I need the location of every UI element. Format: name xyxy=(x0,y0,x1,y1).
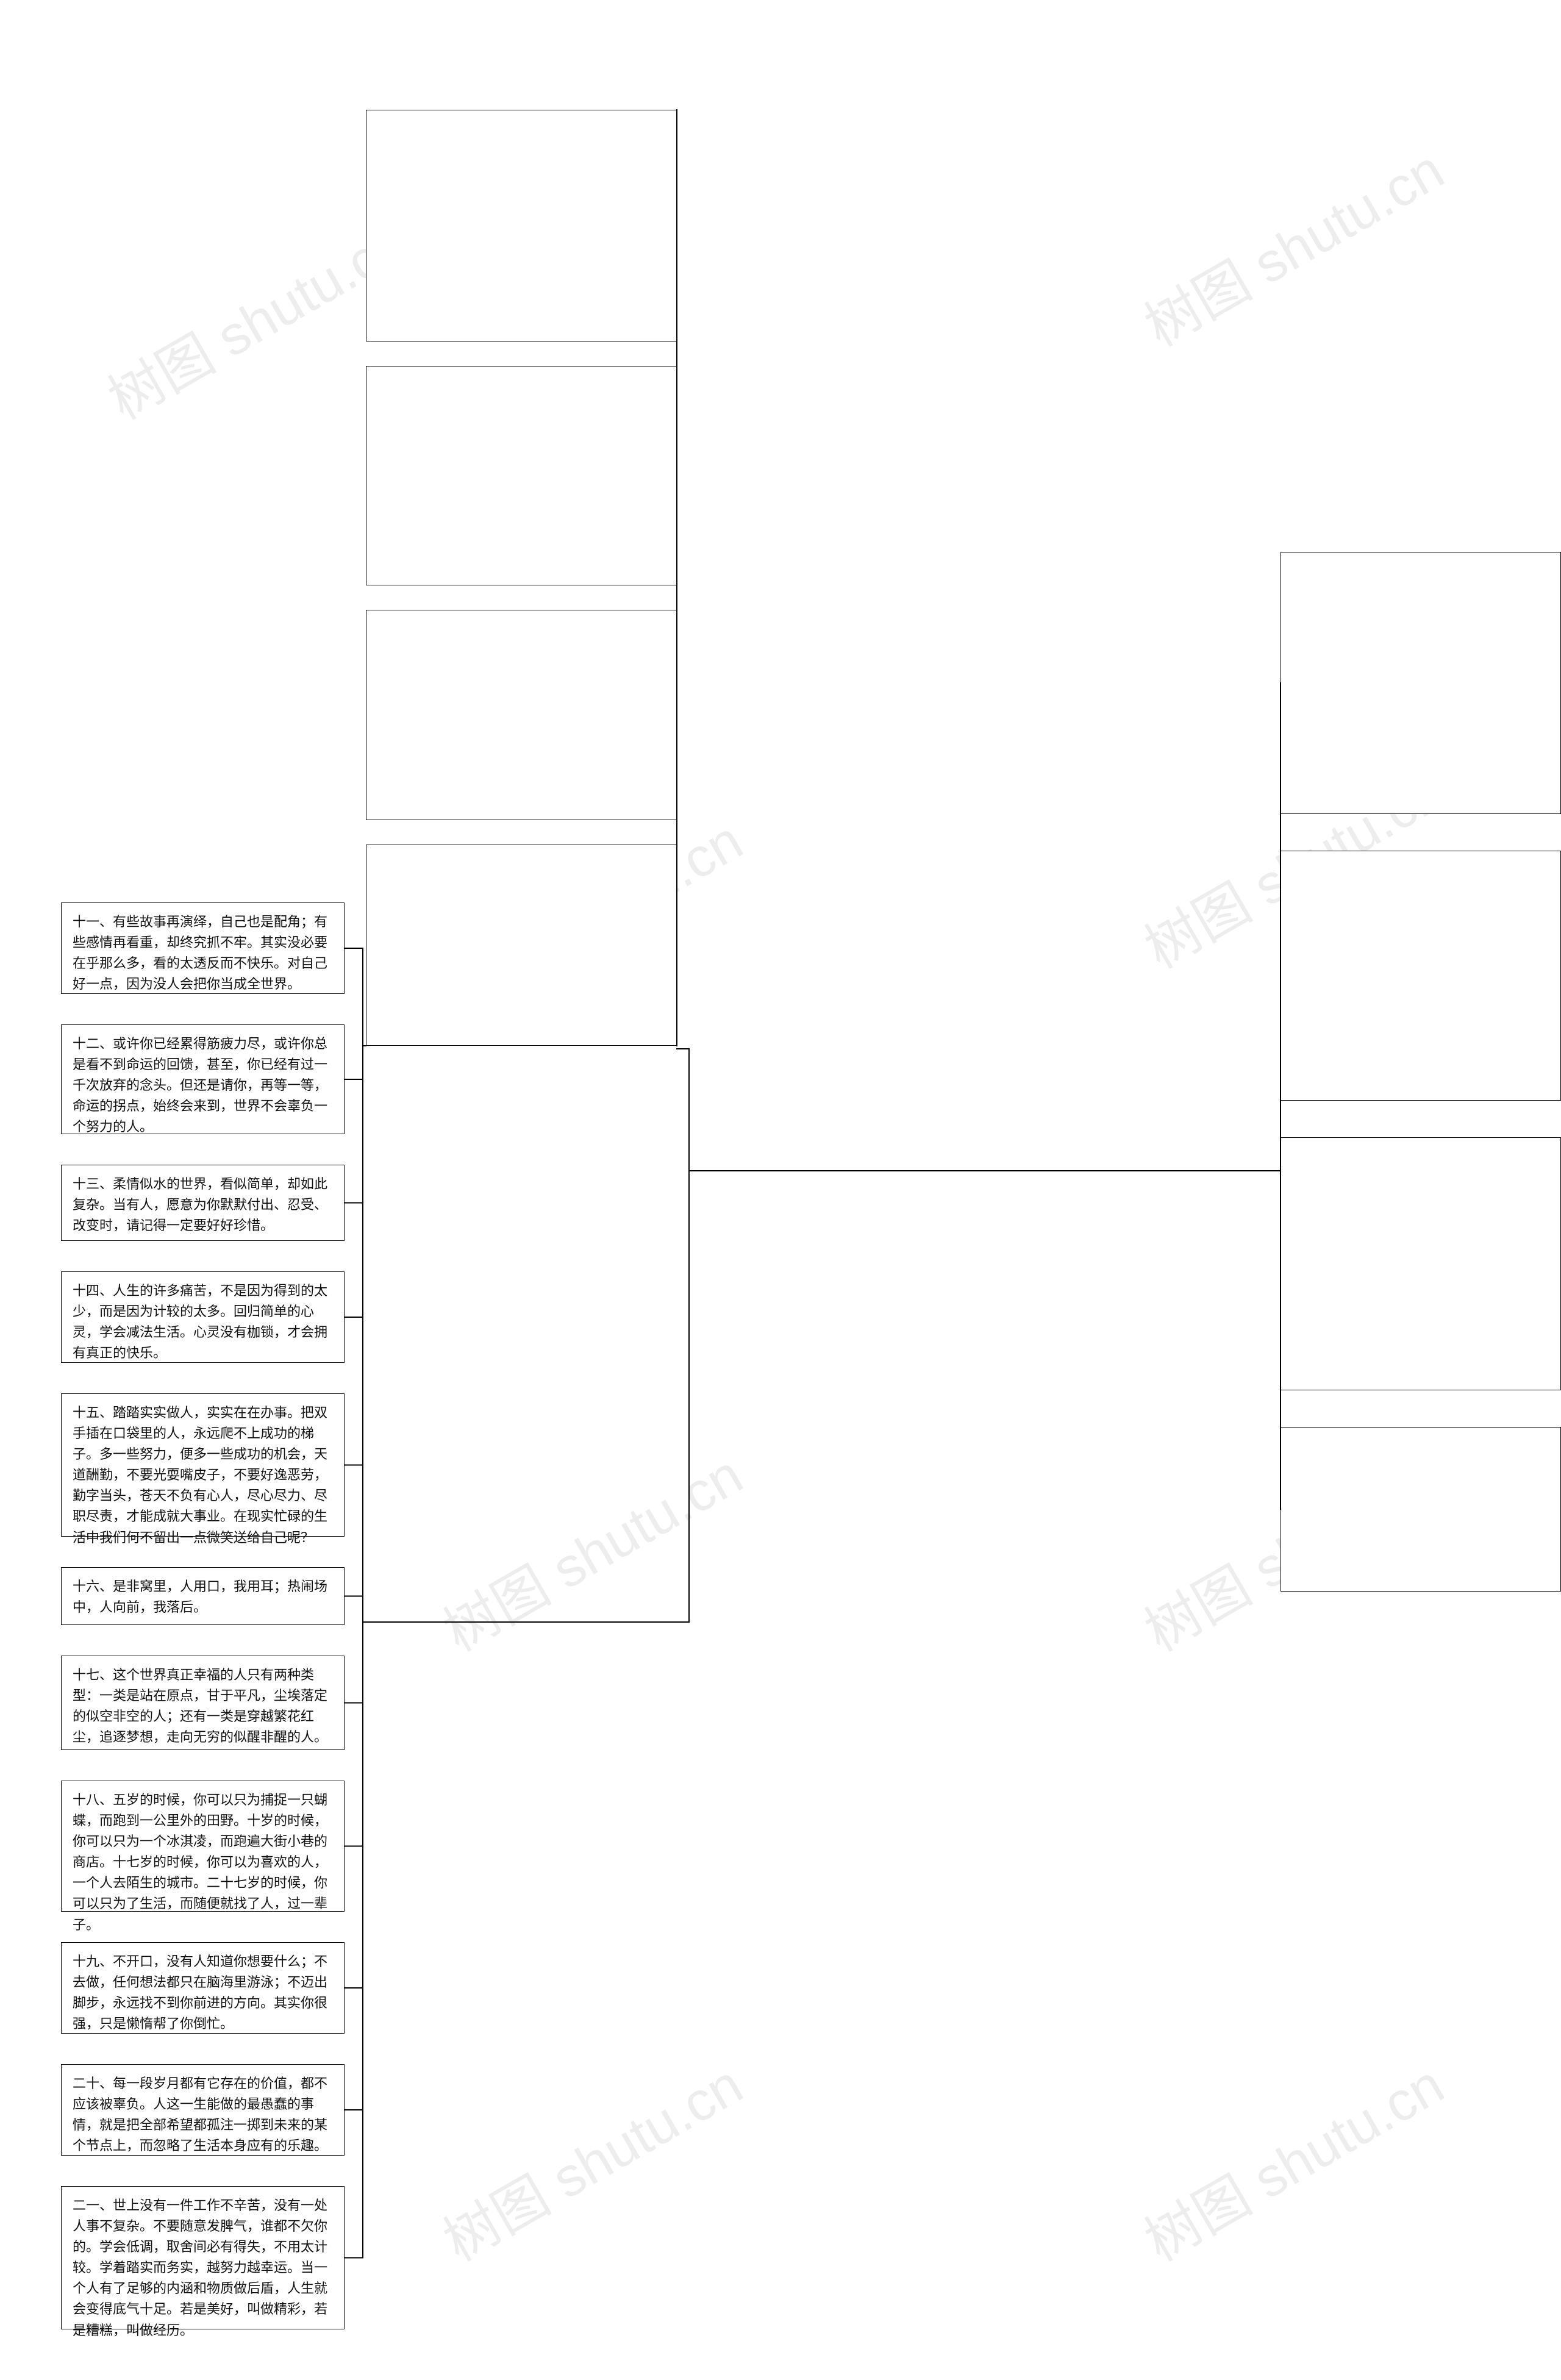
node-n13: 十三、柔情似水的世界，看似简单，却如此复杂。当有人，愿意为你默默付出、忍受、改变… xyxy=(61,1165,345,1241)
node-text: 十六、是非窝里，人用口，我用耳；热闹场中，人向前，我落后。 xyxy=(73,1579,327,1615)
node-n21: 二一、世上没有一件工作不辛苦，没有一处人事不复杂。不要随意发脾气，谁都不欠你的。… xyxy=(61,2186,345,2329)
node-text: 十四、人生的许多痛苦，不是因为得到的太少，而是因为计较的太多。回归简单的心灵，学… xyxy=(73,1283,327,1360)
mindmap-canvas: 树图 shutu.cn树图 shutu.cn树图 shutu.cn树图 shut… xyxy=(0,0,1561,2380)
node-text: 十七、这个世界真正幸福的人只有两种类型：一类是站在原点，甘于平凡，尘埃落定的似空… xyxy=(73,1667,327,1745)
node-text: 十九、不开口，没有人知道你想要什么；不去做，任何想法都只在脑海里游泳；不迈出脚步… xyxy=(73,1954,327,2031)
node-text: 二十、每一段岁月都有它存在的价值，都不应该被辜负。人这一生能做的最愚蠢的事情，就… xyxy=(73,2076,327,2153)
node-n17: 十七、这个世界真正幸福的人只有两种类型：一类是站在原点，甘于平凡，尘埃落定的似空… xyxy=(61,1656,345,1750)
node-n14: 十四、人生的许多痛苦，不是因为得到的太少，而是因为计较的太多。回归简单的心灵，学… xyxy=(61,1271,345,1363)
node-n12: 十二、或许你已经累得筋疲力尽，或许你总是看不到命运的回馈，甚至，你已经有过一千次… xyxy=(61,1024,345,1134)
node-text: 十五、踏踏实实做人，实实在在办事。把双手插在口袋里的人，永远爬不上成功的梯子。多… xyxy=(73,1405,327,1545)
node-text: 十一、有些故事再演绎，自己也是配角；有些感情再看重，却终究抓不牢。其实没必要在乎… xyxy=(73,914,327,992)
node-tb1 xyxy=(366,110,677,341)
node-text: 十二、或许你已经累得筋疲力尽，或许你总是看不到命运的回馈，甚至，你已经有过一千次… xyxy=(73,1036,327,1134)
node-n16: 十六、是非窝里，人用口，我用耳；热闹场中，人向前，我落后。 xyxy=(61,1567,345,1625)
node-n15: 十五、踏踏实实做人，实实在在办事。把双手插在口袋里的人，永远爬不上成功的梯子。多… xyxy=(61,1393,345,1537)
node-n11: 十一、有些故事再演绎，自己也是配角；有些感情再看重，却终究抓不牢。其实没必要在乎… xyxy=(61,902,345,994)
node-rb1 xyxy=(1281,552,1561,814)
node-n18: 十八、五岁的时候，你可以只为捕捉一只蝴蝶，而跑到一公里外的田野。十岁的时候，你可… xyxy=(61,1781,345,1912)
node-tb2 xyxy=(366,366,677,585)
node-rb4 xyxy=(1281,1427,1561,1592)
node-rb2 xyxy=(1281,851,1561,1101)
node-text: 十八、五岁的时候，你可以只为捕捉一只蝴蝶，而跑到一公里外的田野。十岁的时候，你可… xyxy=(73,1792,327,1932)
node-rb3 xyxy=(1281,1137,1561,1390)
node-tb4 xyxy=(366,845,677,1046)
node-n19: 十九、不开口，没有人知道你想要什么；不去做，任何想法都只在脑海里游泳；不迈出脚步… xyxy=(61,1942,345,2034)
node-text: 十三、柔情似水的世界，看似简单，却如此复杂。当有人，愿意为你默默付出、忍受、改变… xyxy=(73,1176,327,1233)
node-tb3 xyxy=(366,610,677,820)
node-n20: 二十、每一段岁月都有它存在的价值，都不应该被辜负。人这一生能做的最愚蠢的事情，就… xyxy=(61,2064,345,2156)
node-text: 二一、世上没有一件工作不辛苦，没有一处人事不复杂。不要随意发脾气，谁都不欠你的。… xyxy=(73,2198,327,2338)
